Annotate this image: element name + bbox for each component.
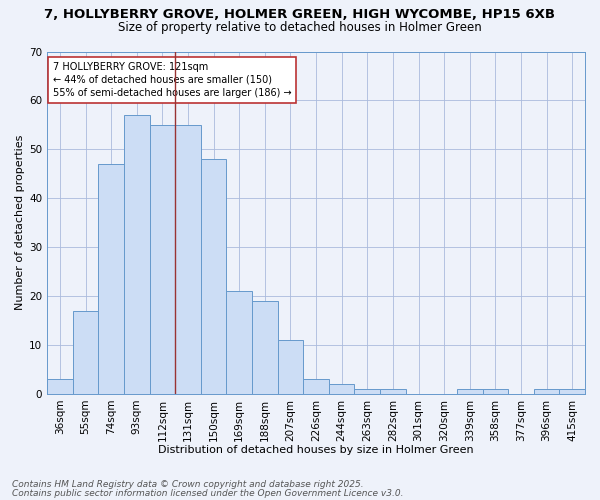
Bar (559, 389, 585, 394)
Bar (534, 389, 559, 394)
Bar (226, 291, 252, 394)
Bar (252, 301, 278, 394)
X-axis label: Distribution of detached houses by size in Holmer Green: Distribution of detached houses by size … (158, 445, 474, 455)
Text: Size of property relative to detached houses in Holmer Green: Size of property relative to detached ho… (118, 21, 482, 34)
Text: Contains HM Land Registry data © Crown copyright and database right 2025.: Contains HM Land Registry data © Crown c… (12, 480, 364, 489)
Bar (278, 340, 303, 394)
Bar (303, 379, 329, 394)
Bar (47, 379, 73, 394)
Bar (457, 389, 482, 394)
Bar (175, 125, 201, 394)
Bar (98, 164, 124, 394)
Text: Contains public sector information licensed under the Open Government Licence v3: Contains public sector information licen… (12, 488, 404, 498)
Bar (380, 389, 406, 394)
Bar (201, 159, 226, 394)
Text: 7, HOLLYBERRY GROVE, HOLMER GREEN, HIGH WYCOMBE, HP15 6XB: 7, HOLLYBERRY GROVE, HOLMER GREEN, HIGH … (44, 8, 556, 20)
Y-axis label: Number of detached properties: Number of detached properties (15, 135, 25, 310)
Bar (329, 384, 355, 394)
Bar (124, 115, 149, 394)
Text: 7 HOLLYBERRY GROVE: 121sqm
← 44% of detached houses are smaller (150)
55% of sem: 7 HOLLYBERRY GROVE: 121sqm ← 44% of deta… (53, 62, 291, 98)
Bar (355, 389, 380, 394)
Bar (73, 310, 98, 394)
Bar (482, 389, 508, 394)
Bar (149, 125, 175, 394)
